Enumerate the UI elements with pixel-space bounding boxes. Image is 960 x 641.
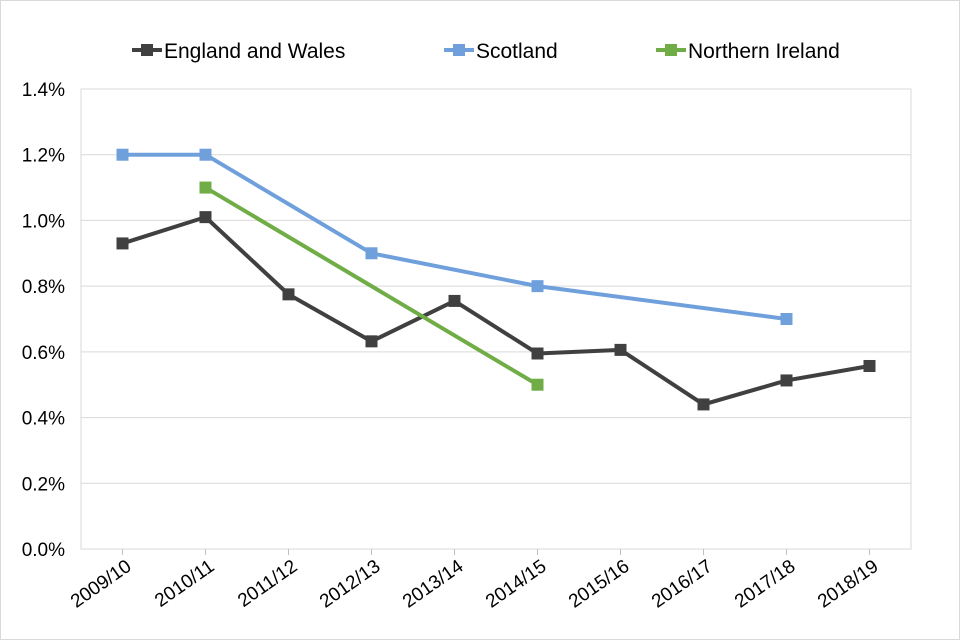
legend-marker	[665, 44, 677, 56]
data-point	[199, 148, 212, 161]
data-point	[365, 247, 378, 260]
data-point	[116, 148, 129, 161]
y-tick-label: 0.6%	[22, 343, 65, 364]
data-point	[365, 335, 378, 348]
legend-label: England and Wales	[164, 40, 345, 63]
y-tick-label: 0.4%	[22, 409, 65, 430]
data-point	[780, 313, 793, 325]
x-tick-label: 2012/13	[316, 556, 384, 613]
legend-label: Scotland	[476, 40, 558, 63]
y-tick-label: 0.8%	[22, 277, 65, 298]
x-tick-label: 2015/16	[565, 556, 633, 613]
data-point	[780, 374, 793, 387]
x-tick-label: 2011/12	[234, 556, 301, 612]
legend-marker	[453, 44, 465, 56]
legend-label: Northern Ireland	[688, 40, 840, 63]
x-axis: 2009/10 2010/11 2011/12 2012/13 2013/14 2014/…	[67, 549, 882, 612]
x-tick-label: 2017/18	[731, 556, 799, 613]
data-point	[614, 343, 627, 356]
data-point	[531, 280, 544, 293]
x-tick-label: 2009/10	[67, 556, 135, 613]
x-tick-label: 2018/19	[814, 556, 882, 613]
y-tick-label: 1.2%	[22, 146, 65, 167]
legend: England and Wales Scotland Northern Irelan…	[132, 40, 840, 63]
data-point	[199, 181, 212, 194]
data-point	[448, 294, 461, 307]
data-point	[863, 359, 876, 372]
legend-marker	[141, 44, 153, 56]
plot-border	[80, 88, 912, 550]
series-layer	[116, 148, 876, 411]
y-tick-label: 0.0%	[22, 540, 65, 561]
series-line-scotland	[122, 152, 787, 321]
series-line-england-and-wales	[121, 215, 870, 407]
series-scotland	[116, 148, 793, 325]
data-point	[282, 288, 295, 301]
series-line-northern-ireland	[204, 185, 539, 387]
gridlines	[81, 88, 911, 550]
legend-item-england-and-wales: England and Wales	[132, 40, 345, 63]
data-point	[531, 347, 544, 360]
y-tick-label: 0.2%	[22, 474, 65, 495]
series-england-and-wales	[116, 211, 876, 411]
plot-area	[80, 88, 912, 550]
data-point	[199, 211, 212, 224]
data-point	[116, 237, 129, 250]
data-point	[531, 378, 544, 391]
x-tick-label: 2016/17	[648, 556, 716, 613]
legend-item-scotland: Scotland	[444, 40, 558, 63]
series-northern-ireland	[199, 181, 544, 391]
y-axis: 0.0% 0.2% 0.4% 0.6% 0.8% 1.0% 1.2% 1.4%	[22, 80, 65, 561]
data-point	[697, 398, 710, 411]
legend-item-northern-ireland: Northern Ireland	[656, 40, 840, 63]
y-tick-label: 1.0%	[22, 211, 65, 232]
x-tick-label: 2010/11	[151, 556, 218, 612]
x-tick-label: 2013/14	[399, 556, 468, 613]
x-tick-label: 2014/15	[482, 556, 550, 613]
y-tick-label: 1.4%	[22, 80, 65, 101]
